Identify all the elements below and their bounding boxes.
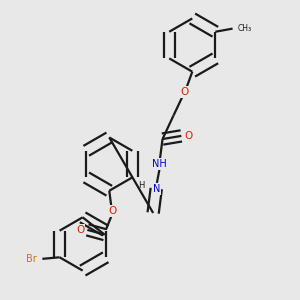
Text: O: O [108, 206, 116, 216]
Text: Br: Br [26, 254, 37, 264]
Text: O: O [180, 87, 189, 97]
Text: O: O [184, 131, 193, 141]
Text: O: O [76, 225, 84, 235]
Text: CH₃: CH₃ [237, 24, 251, 33]
Text: H: H [138, 181, 144, 190]
Text: NH: NH [152, 159, 167, 169]
Text: N: N [153, 184, 160, 194]
